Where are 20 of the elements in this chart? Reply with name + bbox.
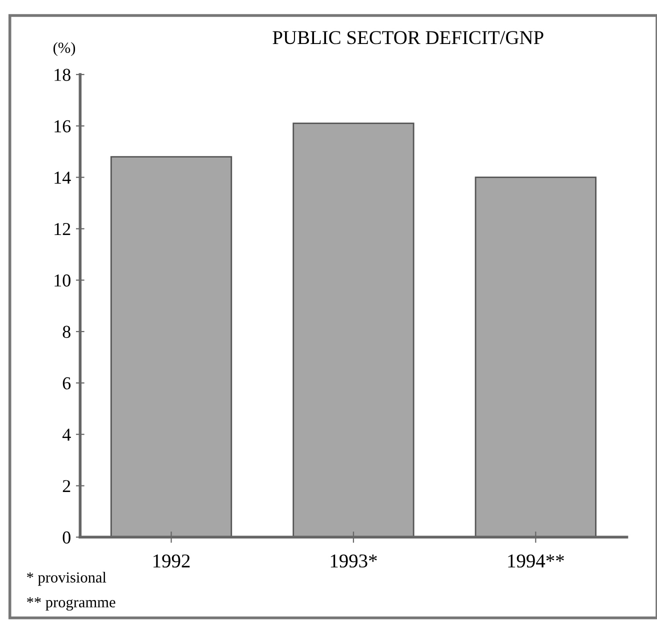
x-tick-label: 1994** <box>508 554 564 568</box>
y-axis-title: (%) <box>53 42 76 56</box>
text: ** programme <box>27 597 116 611</box>
x-tick-label: 1993* <box>330 554 377 568</box>
y-tick-label: 0 <box>62 531 70 544</box>
text: * provisional <box>27 572 106 586</box>
y-tick-label: 8 <box>62 326 70 338</box>
bar <box>474 176 596 538</box>
y-tick-label: 12 <box>54 223 70 235</box>
y-tick-label: 2 <box>62 480 70 492</box>
y-tick-label: 10 <box>54 274 70 287</box>
x-tick-label: 1992 <box>154 554 190 568</box>
y-tick-label: 18 <box>54 68 70 81</box>
bar <box>110 156 232 538</box>
y-tick-label: 4 <box>62 428 71 441</box>
y-tick-label: 14 <box>54 172 71 184</box>
y-tick-label: 6 <box>62 377 71 390</box>
chart-title: PUBLIC SECTOR DEFICIT/GNP <box>272 31 544 44</box>
y-tick-label: 16 <box>54 120 71 132</box>
bar <box>292 122 414 538</box>
